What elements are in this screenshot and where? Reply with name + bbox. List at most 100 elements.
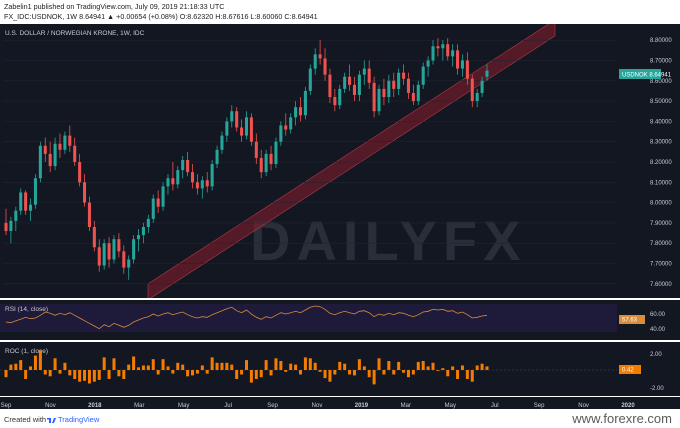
candle-body [83, 182, 87, 203]
candle-body [279, 125, 283, 142]
roc-bar [48, 370, 52, 377]
roc-bar [225, 362, 229, 370]
roc-bar [83, 370, 87, 381]
candle-body [362, 68, 366, 75]
rsi-pane[interactable]: RSI (14, close) 60.00 40.00 57.63 [0, 300, 680, 340]
candle-body [367, 68, 371, 83]
roc-bar [14, 363, 18, 370]
roc-pane[interactable]: ROC (1, close) 2.00 -2.00 0.42 [0, 342, 680, 396]
time-tick-label: Sep [534, 403, 545, 409]
roc-bar [102, 357, 106, 370]
candle-body [112, 239, 116, 260]
candle-body [107, 243, 111, 260]
roc-bar [343, 363, 347, 370]
candle-body [382, 88, 386, 98]
candle-body [210, 164, 214, 187]
candle-body [485, 70, 489, 77]
trend-channel[interactable] [147, 19, 556, 301]
roc-bar [333, 370, 337, 375]
rsi-line [5, 305, 488, 330]
site-watermark[interactable]: www.forexre.com [572, 411, 672, 426]
candle-body [151, 198, 155, 219]
candle-body [53, 143, 57, 167]
time-tick-label: 2020 [621, 403, 635, 409]
roc-bar [240, 370, 244, 375]
candle-body [470, 78, 474, 102]
candle-body [441, 44, 445, 49]
roc-bar [259, 370, 263, 378]
trend-channel-band [147, 19, 556, 301]
candle-body [426, 60, 430, 67]
rsi-label: RSI (14, close) [5, 306, 48, 313]
candle-body [343, 76, 347, 89]
time-axis[interactable]: Sep Nov 2018 Mar May Jul Sep Nov 2019 Mar May Jul Se… [0, 397, 680, 409]
candles [4, 38, 489, 280]
time-tick-label: Nov [578, 403, 589, 409]
roc-bar [107, 370, 111, 379]
roc-bar [146, 365, 150, 370]
candle-body [421, 66, 425, 85]
candle-body [73, 145, 77, 162]
footer: Created with TradingView www.forexre.com [0, 410, 680, 428]
candle-body [446, 44, 450, 57]
roc-bar [426, 366, 430, 370]
time-tick-label: May [178, 403, 189, 409]
rsi-svg: RSI (14, close) 60.00 40.00 57.63 [0, 304, 666, 333]
candle-body [436, 46, 440, 49]
candle-body [230, 111, 234, 122]
candle-body [33, 178, 37, 205]
price-tick-label: 8.10000 [650, 180, 672, 186]
candle-body [411, 92, 415, 102]
candle-body [244, 117, 249, 136]
price-tick-label: 8.60000 [650, 79, 672, 85]
candle-body [294, 107, 298, 118]
candle-body [465, 60, 469, 79]
roc-bar [235, 370, 239, 379]
candle-body [264, 153, 268, 173]
price-tag: USDNOK 8.64941 [619, 69, 672, 79]
candle-body [431, 46, 435, 61]
candle-body [338, 88, 342, 106]
roc-bar [441, 368, 445, 370]
roc-bar [392, 370, 396, 375]
roc-bar [200, 365, 204, 370]
candle-body [63, 135, 67, 150]
tradingview-brand[interactable]: TradingView [58, 415, 100, 424]
roc-bar [318, 370, 322, 372]
candle-body [235, 111, 239, 128]
price-chart-pane[interactable]: DAILYFX U.S. DOLLAR / NORWEGIAN KRONE, 1… [0, 19, 680, 301]
candle-body [14, 210, 18, 221]
candle-body [156, 198, 160, 207]
rsi-value-tag [619, 315, 645, 324]
candle-body [323, 58, 327, 75]
roc-bar [465, 370, 469, 379]
price-tick-label: 8.20000 [650, 160, 672, 166]
candle-body [132, 239, 136, 260]
roc-bar [137, 367, 141, 370]
candle-body [24, 192, 28, 211]
time-tick-label: 2019 [355, 403, 369, 409]
roc-bar [451, 366, 455, 370]
roc-bar [4, 370, 8, 378]
time-tick-label: Sep [1, 403, 12, 409]
roc-value-tag [619, 365, 641, 374]
price-tick-label: 8.30000 [650, 140, 672, 146]
candle-body [176, 170, 180, 185]
candle-body [284, 125, 288, 130]
candle-body [48, 153, 52, 167]
price-tick-label: 7.60000 [650, 282, 672, 288]
roc-bar [372, 370, 376, 385]
candle-body [372, 82, 376, 112]
roc-bar [456, 370, 460, 379]
symbol-ohlc-info: FX_IDC:USDNOK, 1W 8.64941 ▲ +0.00654 (+0… [4, 12, 318, 21]
candle-body [146, 218, 150, 227]
candle-body [348, 76, 352, 85]
roc-bar [195, 370, 199, 374]
roc-label: ROC (1, close) [5, 348, 48, 355]
candle-body [308, 68, 312, 91]
price-tick-label: 7.70000 [650, 262, 672, 268]
price-axis[interactable]: 8.80000 8.70000 8.60000 8.50000 8.40000 8.300… [650, 38, 672, 288]
roc-bar [220, 362, 224, 370]
roc-bar [87, 370, 91, 384]
roc-bar [230, 364, 234, 370]
